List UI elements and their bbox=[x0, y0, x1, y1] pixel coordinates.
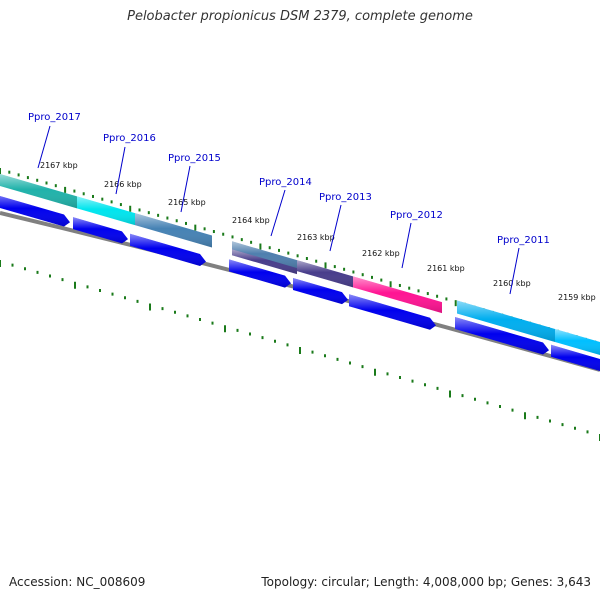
cds-arrow-shine bbox=[229, 259, 291, 288]
kbp-tick-label: 2161 kbp bbox=[427, 264, 465, 273]
kbp-tick-label: 2159 kbp bbox=[558, 293, 596, 302]
gene-label-ppro-2011[interactable]: Ppro_2011 bbox=[497, 235, 550, 246]
cds-arrow-shine bbox=[551, 344, 600, 371]
label-leader-line bbox=[37, 125, 51, 169]
gene-label-ppro-2012[interactable]: Ppro_2012 bbox=[390, 210, 443, 221]
cds-arrow-shine bbox=[455, 316, 549, 355]
gene-band-tail-shine bbox=[555, 328, 600, 355]
accession-label: Accession: NC_008609 bbox=[9, 575, 146, 589]
label-leader-line bbox=[115, 146, 126, 195]
gene-band-ppro-2014-shine bbox=[232, 241, 297, 270]
gene-label-ppro-2015[interactable]: Ppro_2015 bbox=[168, 153, 221, 164]
kbp-tick-label: 2167 kbp bbox=[40, 161, 78, 170]
kbp-tick-label: 2165 kbp bbox=[168, 198, 206, 207]
label-leader-line bbox=[329, 204, 342, 252]
gene-band-ppro-2013-shine bbox=[297, 260, 353, 288]
kbp-tick-label: 2166 kbp bbox=[104, 180, 142, 189]
cds-arrow-shine bbox=[349, 294, 436, 330]
kbp-tick-label: 2162 kbp bbox=[362, 249, 400, 258]
cds-arrow-shine bbox=[0, 196, 70, 227]
gene-band-ppro-2015-shine bbox=[135, 213, 212, 248]
gene-band-ppro-2012-shine bbox=[353, 276, 442, 314]
gene-band-ppro-2014-lower-shine bbox=[232, 249, 297, 275]
gene-label-ppro-2016[interactable]: Ppro_2016 bbox=[103, 133, 156, 144]
label-leader-line bbox=[180, 165, 191, 213]
gene-band-ppro-2011-shine bbox=[457, 300, 555, 342]
genome-summary-label: Topology: circular; Length: 4,008,000 bp… bbox=[261, 575, 591, 589]
gene-label-ppro-2013[interactable]: Ppro_2013 bbox=[319, 192, 372, 203]
page-title: Pelobacter propionicus DSM 2379, complet… bbox=[127, 9, 473, 24]
kbp-tick-label: 2164 kbp bbox=[232, 216, 270, 225]
cds-arrow-shine bbox=[73, 217, 128, 244]
cds-arrow-shine bbox=[130, 233, 206, 266]
label-leader-line bbox=[270, 189, 286, 237]
cds-arrows bbox=[0, 196, 600, 371]
kbp-tick-label: 2163 kbp bbox=[297, 233, 335, 242]
cds-arrow-shine bbox=[293, 277, 348, 305]
label-leader-line bbox=[509, 247, 520, 295]
label-leader-line bbox=[401, 222, 412, 269]
labels: 2167 kbp 2166 kbp 2165 kbp 2164 kbp 2163 kbp… bbox=[28, 112, 596, 302]
gene-band-ppro-2016-shine bbox=[77, 196, 135, 226]
gene-label-ppro-2014[interactable]: Ppro_2014 bbox=[259, 177, 312, 188]
gene-features bbox=[0, 174, 600, 355]
gene-band-ppro-2017-shine bbox=[0, 174, 77, 209]
gene-label-ppro-2017[interactable]: Ppro_2017 bbox=[28, 112, 81, 123]
